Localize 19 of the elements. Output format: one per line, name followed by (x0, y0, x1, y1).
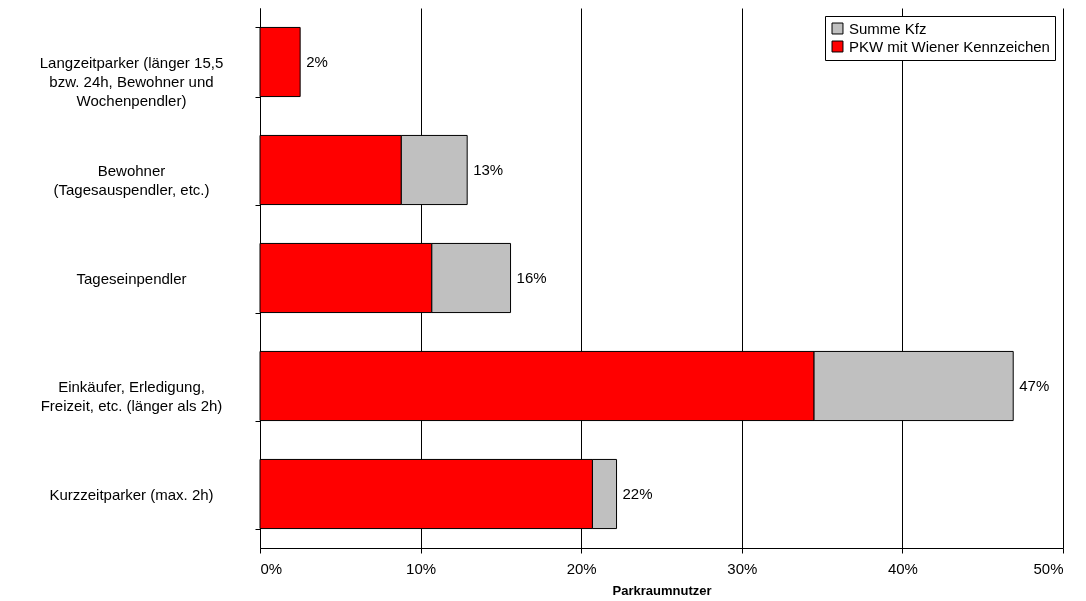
y-tick-label: Einkäufer, Erledigung, Freizeit, etc. (länger als 2h) (40, 377, 223, 414)
y-tick-label: Tageseinpendler (76, 269, 187, 287)
x-tick-label: 40% (887, 559, 918, 577)
total-label: 16% (516, 269, 547, 286)
total-label: 13% (473, 161, 504, 178)
total-label: 2% (306, 53, 328, 70)
x-tick-label: 50% (1033, 559, 1064, 577)
x-tick-label: 30% (727, 559, 758, 577)
y-tick-label: Kurzzeitparker (max. 2h) (49, 485, 214, 503)
y-tick-label: Bewohner (Tagesauspendler, etc.) (53, 161, 210, 198)
x-axis-title: Parkraumnutzer (612, 582, 712, 598)
x-tick-label: 0% (260, 559, 283, 577)
x-tick-label: 20% (566, 559, 597, 577)
total-label: 47% (1019, 377, 1050, 394)
legend-label: PKW mit Wiener Kennzeichen (849, 37, 1050, 55)
total-label: 22% (622, 485, 653, 502)
y-tick-label: Langzeitparker (länger 15,5 bzw. 24h, Bewohner und Wochenpendler) (39, 53, 224, 109)
legend-label: Summe Kfz (849, 19, 927, 37)
x-tick-label: 10% (406, 559, 437, 577)
